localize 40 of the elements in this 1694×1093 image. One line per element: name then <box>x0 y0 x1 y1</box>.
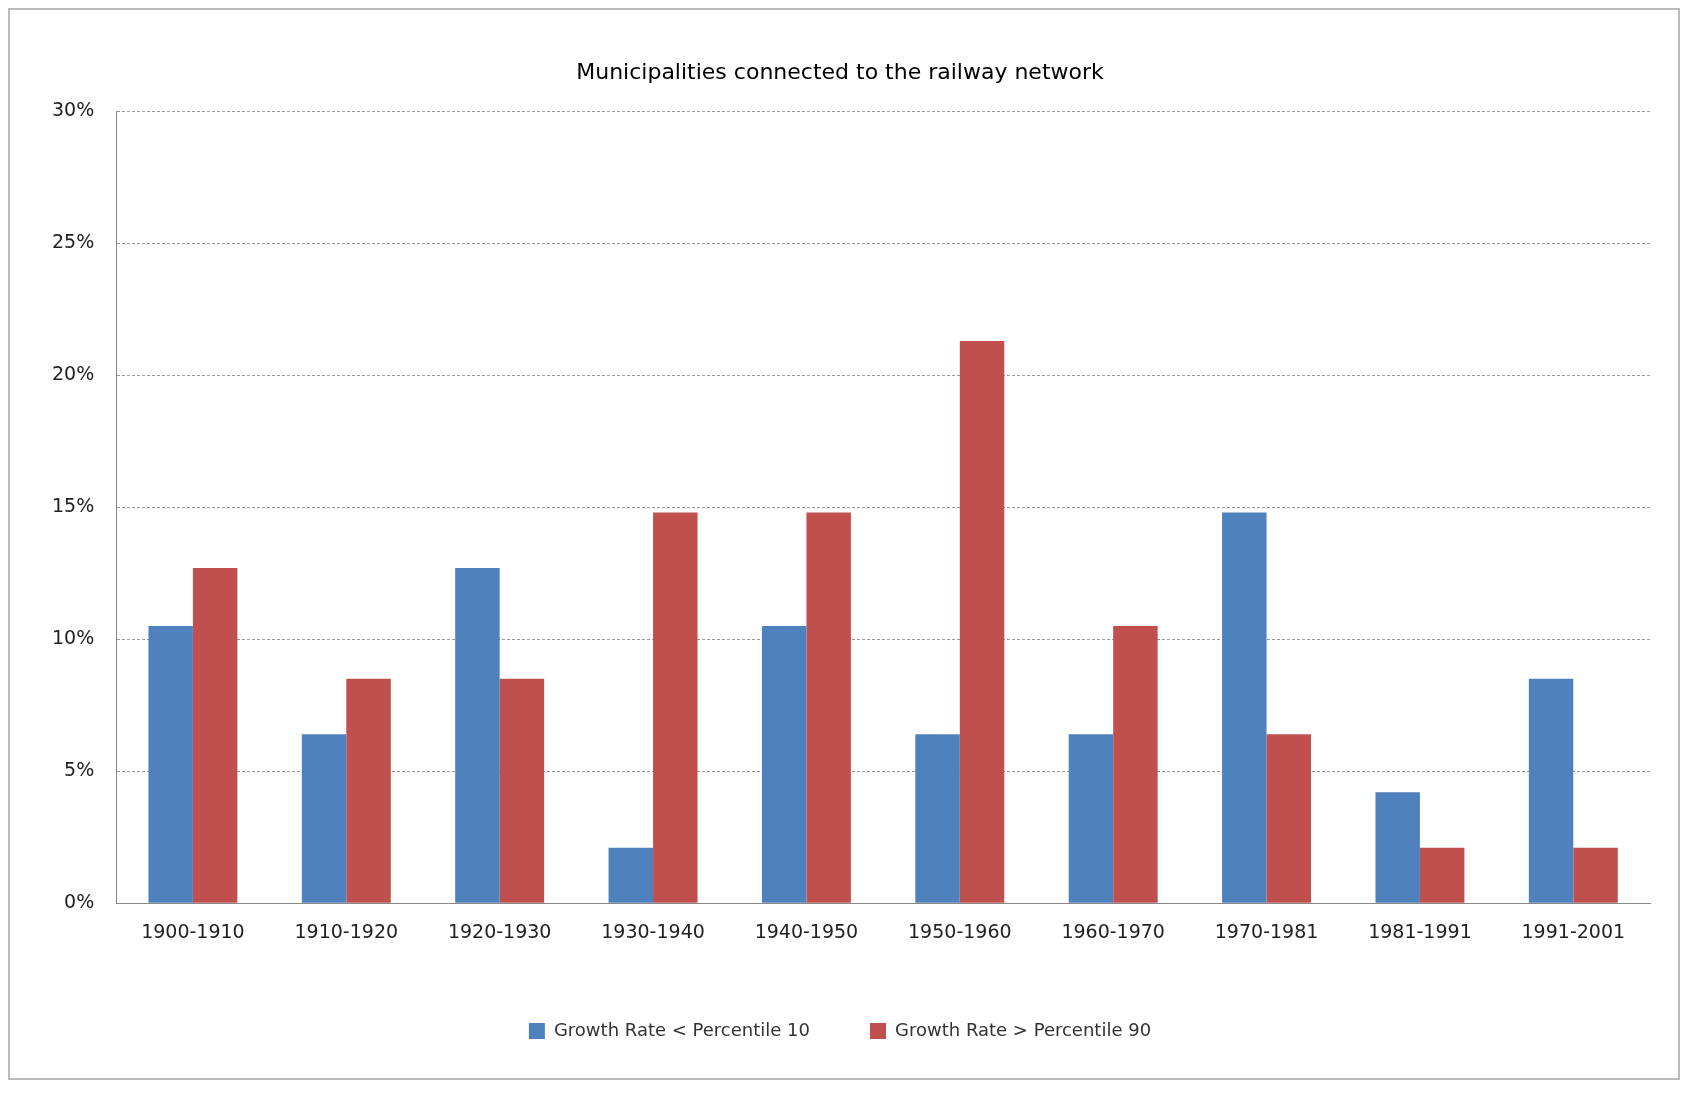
bar <box>1528 678 1574 903</box>
x-tick-label: 1981-1991 <box>1368 919 1472 942</box>
y-tick-label: 0% <box>64 890 95 913</box>
x-tick-label: 1960-1970 <box>1061 919 1165 942</box>
bar <box>608 847 654 903</box>
x-tick-label: 1991-2001 <box>1521 919 1626 942</box>
y-tick-label: 15% <box>52 494 95 517</box>
bar <box>1266 734 1312 903</box>
bar <box>499 678 545 903</box>
bar <box>959 341 1005 903</box>
legend-label: Growth Rate > Percentile 90 <box>895 1018 1152 1040</box>
x-tick-label: 1910-1920 <box>294 919 399 942</box>
x-tick-label: 1940-1950 <box>754 919 859 942</box>
bar <box>192 568 238 903</box>
x-tick-label: 1930-1940 <box>601 919 705 942</box>
y-tick-label: 10% <box>52 626 95 649</box>
chart-title: Municipalities connected to the railway network <box>576 58 1105 84</box>
bar <box>1573 847 1618 903</box>
y-tick-label: 20% <box>52 362 95 385</box>
bar <box>301 734 347 903</box>
bar <box>806 512 851 903</box>
bar <box>915 734 960 903</box>
y-tick-label: 25% <box>52 230 95 253</box>
bar <box>148 626 193 903</box>
bar <box>455 568 500 903</box>
legend-label: Growth Rate < Percentile 10 <box>553 1018 810 1040</box>
x-tick-label: 1900-1910 <box>141 919 245 942</box>
bar <box>1113 626 1158 903</box>
bar <box>653 512 698 903</box>
bar <box>1068 734 1114 903</box>
bar <box>1375 792 1420 903</box>
x-tick-label: 1920-1930 <box>447 919 552 942</box>
bar <box>1222 512 1267 903</box>
y-tick-label: 5% <box>64 758 95 781</box>
x-tick-label: 1970-1981 <box>1214 919 1319 942</box>
bar <box>346 678 391 903</box>
bar <box>761 626 807 903</box>
y-tick-label: 30% <box>52 98 95 121</box>
x-tick-label: 1950-1960 <box>908 919 1012 942</box>
bar <box>1419 847 1465 903</box>
